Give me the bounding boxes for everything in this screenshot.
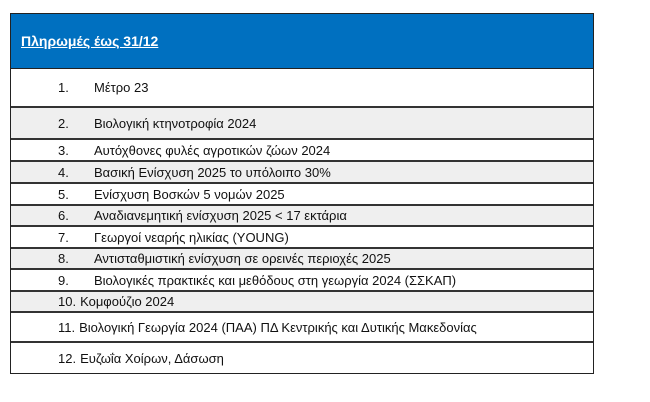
item-label: Γεωργοί νεαρής ηλικίας (YOUNG) (94, 229, 289, 245)
item-label: Βιολογικές πρακτικές και μεθόδους στη γε… (94, 272, 457, 288)
table-row: 1. Μέτρο 23 (11, 69, 593, 108)
item-number: 7. (58, 229, 69, 245)
item-label: Ευζωΐα Χοίρων, Δάσωση (80, 350, 224, 366)
item-label: Αυτόχθονες φυλές αγροτικών ζώων 2024 (94, 142, 331, 158)
table-row: 9. Βιολογικές πρακτικές και μεθόδους στη … (11, 270, 593, 292)
item-label: Μέτρο 23 (94, 80, 149, 95)
table-row: 2. Βιολογική κτηνοτροφία 2024 (11, 108, 593, 140)
item-number: 3. (58, 142, 69, 158)
item-number: 9. (58, 272, 69, 288)
item-label: Ενίσχυση Βοσκών 5 νομών 2025 (94, 186, 285, 202)
table-title: Πληρωμές έως 31/12 (21, 33, 159, 49)
item-label: Βιολογική Γεωργία 2024 (ΠΑΑ) ΠΔ Κεντρική… (79, 319, 477, 335)
item-number: 4. (58, 164, 69, 180)
item-number: 1. (58, 80, 69, 95)
table-row: 6. Αναδιανεμητική ενίσχυση 2025 < 17 εκτά… (11, 206, 593, 227)
table-row: 5. Ενίσχυση Βοσκών 5 νομών 2025 (11, 184, 593, 206)
item-number: 5. (58, 186, 69, 202)
table-header: Πληρωμές έως 31/12 (11, 14, 593, 69)
item-number: 8. (58, 251, 69, 266)
item-number: 2. (58, 115, 69, 131)
item-label: Βασική Ενίσχυση 2025 το υπόλοιπο 30% (94, 164, 331, 180)
item-number: 11. (58, 319, 76, 335)
payments-table: Πληρωμές έως 31/12 1. Μέτρο 23 2. Βιολογική… (10, 13, 594, 374)
item-label: Βιολογική κτηνοτροφία 2024 (94, 115, 257, 131)
table-row: 7. Γεωργοί νεαρής ηλικίας (YOUNG) (11, 227, 593, 249)
table-row: 11. Βιολογική Γεωργία 2024 (ΠΑΑ) ΠΔ Κεντρ… (11, 313, 593, 343)
table-row: 4. Βασική Ενίσχυση 2025 το υπόλοιπο 30% (11, 162, 593, 184)
table-row: 3. Αυτόχθονες φυλές αγροτικών ζώων 2024 (11, 140, 593, 162)
item-number: 10. (58, 294, 77, 309)
item-number: 12. (58, 350, 77, 366)
item-label: Αντισταθμιστική ενίσχυση σε ορεινές περι… (94, 251, 391, 266)
item-number: 6. (58, 208, 69, 223)
item-label: Αναδιανεμητική ενίσχυση 2025 < 17 εκτάρι… (94, 208, 347, 223)
table-row: 10. Κομφούζιο 2024 (11, 292, 593, 313)
table-row: 12. Ευζωΐα Χοίρων, Δάσωση (11, 343, 593, 373)
item-label: Κομφούζιο 2024 (80, 294, 175, 309)
table-row: 8. Αντισταθμιστική ενίσχυση σε ορεινές πε… (11, 249, 593, 270)
